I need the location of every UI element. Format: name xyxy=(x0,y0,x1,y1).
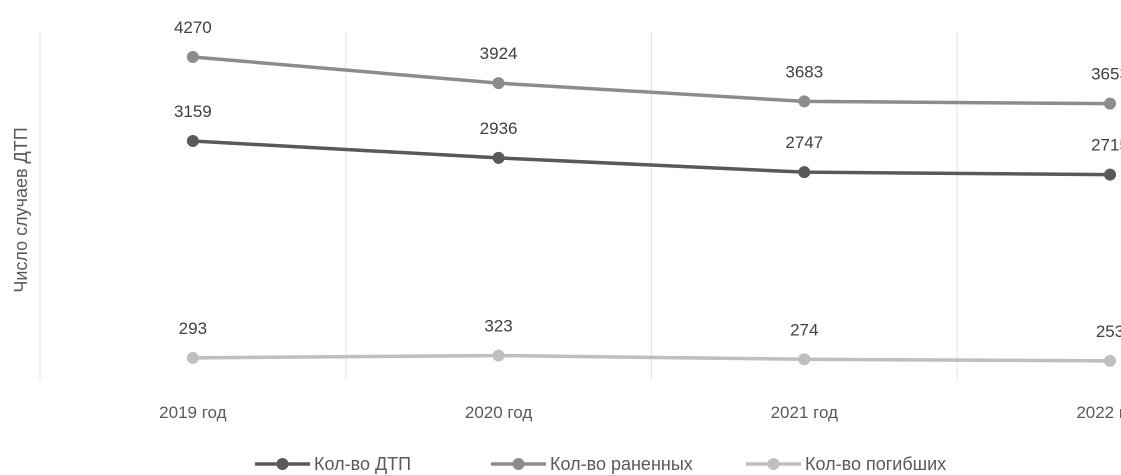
data-point-0-1 xyxy=(492,151,505,164)
legend-item-0: Кол-во ДТП xyxy=(255,454,411,474)
series-line-2 xyxy=(192,353,1111,363)
x-tick-label-0: 2019 год xyxy=(159,403,226,422)
legend-label-2: Кол-во погибших xyxy=(805,454,946,474)
data-label-1-2: 3683 xyxy=(785,62,823,81)
x-tick-label-3: 2022 год xyxy=(1076,403,1121,422)
series-1: 4270 3924 3683 3653 xyxy=(174,18,1121,110)
series-line-1 xyxy=(192,55,1111,106)
data-label-1-3: 3653 xyxy=(1091,65,1121,84)
series-2: 293 323 274 253 xyxy=(179,317,1121,367)
data-point-0-3 xyxy=(1104,168,1116,181)
x-tick-label-1: 2020 год xyxy=(465,403,532,422)
legend-marker-1 xyxy=(512,458,525,470)
data-label-0-1: 2936 xyxy=(480,119,518,138)
legend-marker-0 xyxy=(276,458,289,470)
data-point-2-1 xyxy=(492,349,505,362)
data-point-0-2 xyxy=(798,166,811,179)
data-point-1-3 xyxy=(1104,97,1116,110)
x-tick-labels: 2019 год 2020 год 2021 год 2022 год xyxy=(159,403,1121,422)
legend-item-1: Кол-во раненных xyxy=(491,454,693,474)
data-label-2-0: 293 xyxy=(179,319,207,338)
legend: Кол-во ДТП Кол-во раненных Кол-во погибших xyxy=(255,454,946,474)
data-label-0-2: 2747 xyxy=(785,133,823,152)
series-line-0 xyxy=(192,139,1111,177)
y-axis-title: Число случаев ДТП xyxy=(11,127,31,292)
data-point-2-3 xyxy=(1104,354,1116,367)
x-tick-label-2: 2021 год xyxy=(771,403,838,422)
gridlines xyxy=(39,32,958,380)
data-point-2-2 xyxy=(798,353,811,366)
data-label-2-2: 274 xyxy=(790,320,818,339)
series-0: 3159 2936 2747 2715 xyxy=(174,102,1121,181)
series-layer: 3159 2936 2747 2715 4270 3924 3683 3653 293 323 27… xyxy=(174,18,1121,367)
legend-label-1: Кол-во раненных xyxy=(550,454,693,474)
legend-marker-2 xyxy=(767,458,780,470)
data-label-1-1: 3924 xyxy=(480,44,518,63)
data-point-1-2 xyxy=(798,95,811,108)
data-label-0-3: 2715 xyxy=(1091,136,1121,155)
data-point-2-0 xyxy=(186,351,199,364)
legend-item-2: Кол-во погибших xyxy=(746,454,946,474)
data-label-2-3: 253 xyxy=(1096,322,1121,341)
data-point-0-0 xyxy=(186,135,199,148)
data-label-0-0: 3159 xyxy=(174,102,212,121)
data-label-2-1: 323 xyxy=(484,317,512,336)
data-point-1-1 xyxy=(492,77,505,90)
legend-label-0: Кол-во ДТП xyxy=(314,454,411,474)
data-label-1-0: 4270 xyxy=(174,18,212,37)
data-point-1-0 xyxy=(186,50,199,63)
